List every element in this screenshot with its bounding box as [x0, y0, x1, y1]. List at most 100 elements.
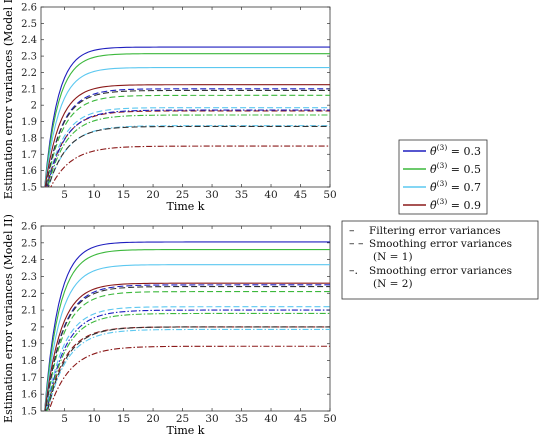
- series-group: [44, 241, 330, 411]
- superscript: (3): [437, 161, 448, 170]
- series-line-5: [45, 94, 330, 187]
- legend-value: = 0.3: [447, 145, 481, 158]
- series-line-2: [44, 67, 330, 187]
- legend-text-sub: (N = 2): [373, 278, 413, 290]
- y-tick-label: 1.7: [21, 150, 37, 161]
- y-tick-label: 2.1: [21, 306, 37, 317]
- y-tick-label: 1.6: [21, 390, 37, 401]
- legend-box: [398, 139, 488, 215]
- y-axis-label: Estimation error variances (Model II): [2, 214, 15, 423]
- x-tick-label: 15: [117, 413, 130, 425]
- superscript: (3): [437, 143, 448, 152]
- y-tick-label: 1.5: [21, 183, 37, 194]
- y-tick-label: 2.2: [21, 68, 37, 79]
- series-line-6: [46, 107, 330, 187]
- legend-text: Smoothing error variances: [369, 238, 512, 250]
- x-tick-label: 20: [146, 413, 159, 425]
- theta-symbol: θ̄: [430, 163, 437, 176]
- y-tick-label: 1.9: [21, 339, 37, 350]
- series-line-11: [48, 345, 330, 411]
- legend-label: θ̄(3) = 0.7: [430, 179, 481, 194]
- legend-label: θ̄(3) = 0.9: [430, 197, 481, 212]
- plot-frame: [40, 6, 331, 188]
- series-line-12: [45, 89, 330, 187]
- tick-group: 5 10 15 20 25 30 35 40 45 50 1.5 1.6 1.7 1.8 1.9 2 2.1 2.…: [21, 222, 337, 426]
- series-line-9: [46, 312, 330, 411]
- legend-box: [341, 220, 539, 300]
- y-tick-label: 2.6: [21, 3, 37, 14]
- x-tick-label: 5: [61, 413, 68, 425]
- x-tick-label: 35: [235, 189, 248, 201]
- series-line-3: [44, 84, 330, 187]
- series-line-9: [47, 114, 330, 187]
- legend-marker: –.: [349, 264, 358, 277]
- x-axis-label: Time k: [167, 424, 205, 437]
- y-tick-label: 1.8: [21, 133, 37, 144]
- y-tick-label: 2: [31, 101, 37, 112]
- x-tick-label: 25: [176, 189, 189, 201]
- theta-symbol: θ̄: [430, 145, 437, 158]
- legend-label: θ̄(3) = 0.5: [430, 161, 481, 176]
- superscript: (3): [437, 179, 448, 188]
- plot-model-1: 5 10 15 20 25 30 35 40 45 50 1.5 1.6 1.7 1.8 1.9 2 2.1 2.…: [2, 0, 337, 213]
- x-tick-label: 50: [323, 189, 336, 201]
- series-line-4: [45, 284, 330, 411]
- series-line-11: [50, 145, 330, 187]
- y-tick-label: 2.3: [21, 272, 37, 283]
- series-line-0: [44, 241, 330, 411]
- series-line-1: [44, 249, 330, 411]
- legend-value: = 0.5: [447, 163, 481, 176]
- y-tick-label: 2.5: [21, 238, 37, 249]
- legend-text: Smoothing error variances: [369, 265, 512, 277]
- y-tick-label: 2: [31, 322, 37, 333]
- legend-value: = 0.7: [447, 181, 481, 194]
- y-tick-label: 1.8: [21, 356, 37, 367]
- x-tick-label: 25: [176, 413, 189, 425]
- x-tick-label: 5: [61, 189, 68, 201]
- legend-line-styles: – Filtering error variances – – Smoothing e…: [341, 220, 539, 300]
- theta-symbol: θ̄: [430, 199, 437, 212]
- series-line-0: [44, 46, 330, 187]
- x-tick-label: 40: [264, 413, 277, 425]
- y-tick-label: 2.3: [21, 52, 37, 63]
- series-line-8: [46, 109, 330, 187]
- legend-marker: – –: [349, 237, 364, 250]
- y-tick-label: 2.5: [21, 19, 37, 30]
- series-line-4: [45, 88, 330, 187]
- superscript: (3): [437, 197, 448, 206]
- legend-value: = 0.9: [447, 199, 481, 212]
- y-tick-label: 2.4: [21, 255, 37, 266]
- theta-symbol: θ̄: [430, 181, 437, 194]
- x-tick-label: 10: [87, 413, 100, 425]
- y-tick-label: 1.7: [21, 373, 37, 384]
- x-axis-label: Time k: [167, 200, 205, 213]
- legend-text: Filtering error variances: [369, 225, 501, 237]
- y-tick-label: 2.6: [21, 222, 37, 233]
- series-group: [44, 46, 330, 187]
- x-tick-label: 35: [235, 413, 248, 425]
- series-line-6: [45, 306, 330, 411]
- x-tick-label: 10: [87, 189, 100, 201]
- x-tick-label: 40: [264, 189, 277, 201]
- y-axis-label: Estimation error variances (Model I): [2, 0, 15, 199]
- x-tick-label: 20: [146, 189, 159, 201]
- x-tick-label: 45: [294, 413, 307, 425]
- series-line-5: [45, 291, 330, 411]
- y-tick-label: 2.4: [21, 35, 37, 46]
- y-tick-label: 2.1: [21, 84, 37, 95]
- series-line-3: [44, 282, 330, 411]
- y-tick-label: 1.9: [21, 117, 37, 128]
- series-line-1: [44, 53, 330, 187]
- series-line-12: [45, 286, 330, 411]
- series-line-10: [47, 328, 330, 411]
- legend-theta: θ̄(3) = 0.3θ̄(3) = 0.5θ̄(3) = 0.7θ̄(3) =…: [398, 139, 488, 215]
- plot-frame: [40, 225, 331, 412]
- x-tick-label: 30: [205, 189, 218, 201]
- tick-group: 5 10 15 20 25 30 35 40 45 50 1.5 1.6 1.7 1.8 1.9 2 2.1 2.…: [21, 3, 337, 202]
- series-line-13: [46, 326, 330, 411]
- plot-model-2: 5 10 15 20 25 30 35 40 45 50 1.5 1.6 1.7 1.8 1.9 2 2.1 2.…: [2, 214, 337, 437]
- x-tick-label: 45: [294, 189, 307, 201]
- series-line-2: [44, 264, 330, 411]
